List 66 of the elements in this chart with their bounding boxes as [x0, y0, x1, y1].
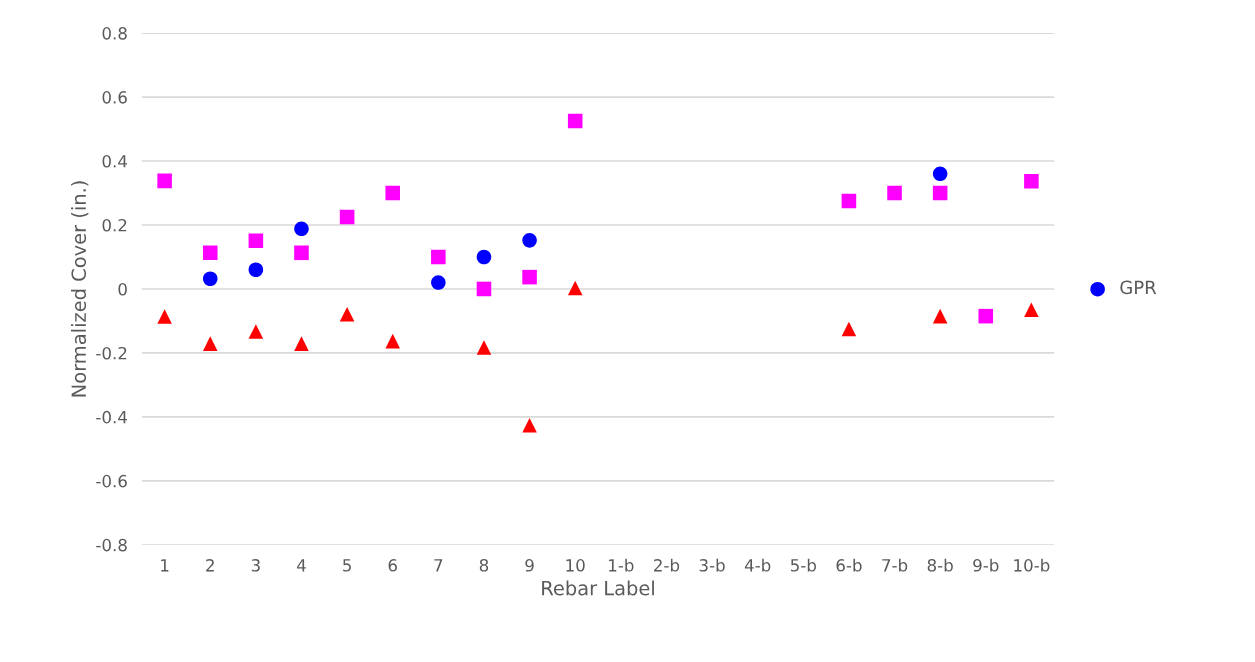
x-tick-label: 1-b: [609, 558, 634, 572]
y-tick-label: 0.8: [102, 27, 127, 40]
x-tick-label: 8: [479, 559, 489, 572]
point: [431, 275, 446, 290]
point: [932, 308, 948, 324]
x-tick-label: 6: [388, 559, 397, 572]
x-tick-label: 7: [434, 559, 443, 572]
y-tick-label: -0.8: [96, 538, 127, 552]
point: [202, 336, 218, 351]
point: [431, 249, 446, 265]
x-tick-label: 5-b: [790, 558, 816, 572]
point: [202, 271, 218, 287]
point: [567, 280, 583, 296]
point: [476, 249, 492, 265]
y-tick-label: -0.4: [96, 410, 127, 424]
point: [932, 185, 948, 201]
point: [248, 233, 264, 248]
point: [294, 221, 309, 237]
x-tick-label: 2: [206, 559, 214, 572]
x-tick-label: 4-b: [744, 558, 771, 572]
point: [522, 417, 537, 433]
x-tick-label: 3: [251, 559, 260, 572]
point: [841, 193, 857, 209]
y-tick-label: 0.6: [102, 91, 127, 104]
x-tick-label: 7-b: [882, 558, 908, 572]
x-tick-label: 9-b: [973, 558, 999, 572]
x-tick-label: 3-b: [699, 558, 725, 572]
y-tick-label: 0.4: [102, 154, 127, 168]
x-tick-label: 8-b: [927, 558, 953, 572]
point: [1024, 302, 1039, 318]
point: [978, 308, 994, 324]
point: [476, 340, 492, 355]
point: [385, 333, 400, 349]
point: [841, 321, 857, 337]
y-axis-title: Normalized Cover (in.): [71, 181, 89, 397]
x-tick-label: 10: [566, 559, 585, 572]
x-tick-label: 10-b: [1014, 558, 1050, 572]
point: [202, 245, 218, 261]
point: [248, 262, 264, 278]
x-axis-title: Rebar Label: [542, 580, 654, 596]
point: [522, 233, 537, 248]
x-tick-label: 5: [343, 559, 351, 572]
point: [887, 185, 902, 201]
point: [385, 185, 400, 201]
point: [932, 166, 948, 182]
point: [248, 324, 264, 339]
y-tick-label: -0.2: [96, 346, 127, 360]
point: [476, 281, 492, 297]
point: [294, 336, 309, 351]
point: [522, 269, 537, 285]
y-tick-label: -0.6: [96, 474, 127, 488]
point: [567, 113, 583, 129]
point: [1024, 173, 1039, 189]
point: [157, 173, 172, 189]
point: [157, 309, 172, 324]
point: [339, 306, 355, 322]
x-tick-label: 4: [297, 559, 306, 572]
x-tick-label: 9: [525, 559, 534, 572]
y-tick-label: 0: [118, 282, 127, 296]
x-tick-label: 2-b: [654, 558, 680, 572]
legend-label: GPR: [1120, 280, 1157, 295]
point: [294, 245, 309, 261]
point: [339, 209, 355, 225]
x-tick-label: 6-b: [836, 558, 862, 572]
y-tick-label: 0.2: [102, 218, 127, 232]
x-tick-label: 1: [161, 559, 169, 572]
